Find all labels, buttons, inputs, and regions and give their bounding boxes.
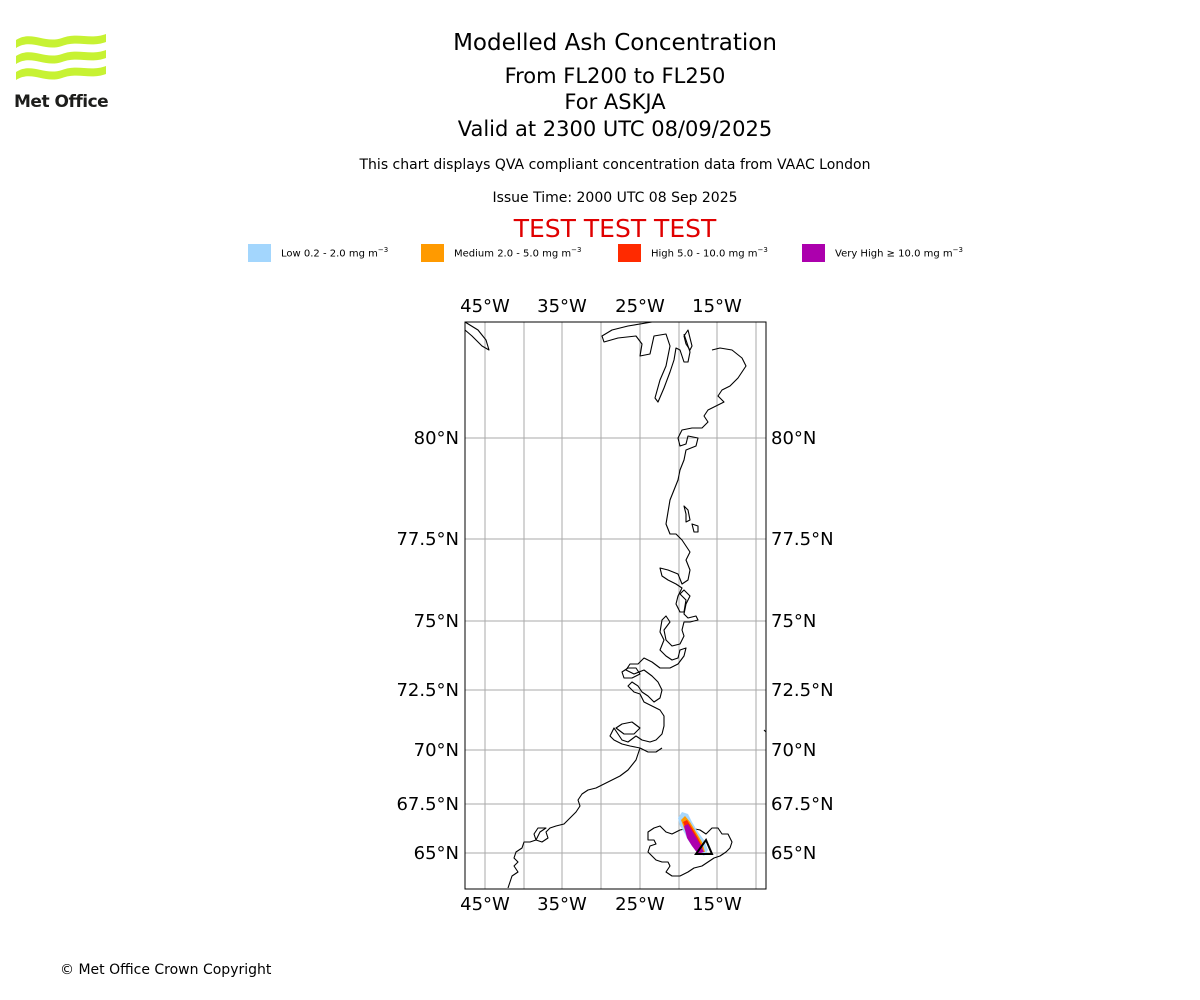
lon-label-bottom-45w: 45°W — [460, 894, 510, 915]
chart-title: Modelled Ash Concentration — [453, 30, 777, 56]
coastline-fjord-1 — [621, 667, 641, 679]
lon-labels-top: 45°W 35°W 25°W 15°W — [460, 296, 742, 317]
legend-item-high: High 5.0 - 10.0 mg m−3 — [618, 244, 768, 262]
lon-label-bottom-35w: 35°W — [537, 894, 587, 915]
lat-label-left-67-5n: 67.5°N — [396, 794, 459, 815]
legend-swatch-high — [618, 244, 641, 262]
lat-label-right-72-5n: 72.5°N — [771, 680, 834, 701]
lat-label-left-77-5n: 77.5°N — [396, 529, 459, 550]
coastlines — [464, 321, 767, 889]
volcano-name: For ASKJA — [564, 90, 666, 114]
test-banner: TEST TEST TEST — [513, 214, 717, 243]
legend-label-medium: Medium 2.0 - 5.0 mg m−3 — [454, 246, 582, 260]
legend-swatch-medium — [421, 244, 444, 262]
coastline-inlet-1 — [683, 329, 693, 351]
legend-label-high: High 5.0 - 10.0 mg m−3 — [651, 246, 768, 260]
lat-label-right-80n: 80°N — [771, 428, 816, 449]
lat-label-left-75n: 75°N — [414, 611, 459, 632]
coastline-inlet-3 — [691, 523, 699, 533]
valid-time: Valid at 2300 UTC 08/09/2025 — [457, 117, 773, 141]
lon-label-top-45w: 45°W — [460, 296, 510, 317]
flight-level-range: From FL200 to FL250 — [504, 64, 726, 88]
lat-label-left-70n: 70°N — [414, 740, 459, 761]
lon-label-top-35w: 35°W — [537, 296, 587, 317]
lat-label-left-65n: 65°N — [414, 843, 459, 864]
coastline-greenland-east — [609, 347, 747, 753]
lat-label-right-77-5n: 77.5°N — [771, 529, 834, 550]
issue-time: Issue Time: 2000 UTC 08 Sep 2025 — [492, 190, 738, 206]
lon-label-bottom-15w: 15°W — [692, 894, 742, 915]
legend-item-low: Low 0.2 - 2.0 mg m−3 — [248, 244, 388, 262]
lon-label-top-15w: 15°W — [692, 296, 742, 317]
coastline-greenland-north — [601, 321, 691, 403]
met-office-logo-text: Met Office — [14, 92, 109, 112]
lat-label-left-80n: 80°N — [414, 428, 459, 449]
lon-label-bottom-25w: 25°W — [615, 894, 665, 915]
legend-swatch-low — [248, 244, 271, 262]
volcano-marker-icon — [694, 837, 714, 855]
lat-labels-right: 80°N 77.5°N 75°N 72.5°N 70°N 67.5°N 65°N — [771, 428, 834, 864]
legend-item-very-high: Very High ≥ 10.0 mg m−3 — [802, 244, 963, 262]
map-gridlines — [465, 322, 766, 889]
lat-labels-left: 80°N 77.5°N 75°N 72.5°N 70°N 67.5°N 65°N — [396, 428, 459, 864]
compliance-note: This chart displays QVA compliant concen… — [359, 157, 871, 173]
lon-label-top-25w: 25°W — [615, 296, 665, 317]
coastline-fjord-2 — [615, 721, 641, 735]
legend-label-very-high: Very High ≥ 10.0 mg m−3 — [835, 246, 963, 260]
legend-swatch-very-high — [802, 244, 825, 262]
met-office-logo-icon — [16, 34, 106, 80]
lat-label-right-70n: 70°N — [771, 740, 816, 761]
lat-label-left-72-5n: 72.5°N — [396, 680, 459, 701]
lat-label-right-75n: 75°N — [771, 611, 816, 632]
legend-label-low: Low 0.2 - 2.0 mg m−3 — [281, 246, 389, 260]
ash-plume — [678, 812, 708, 856]
lat-label-right-65n: 65°N — [771, 843, 816, 864]
map-frame — [464, 321, 767, 890]
coastline-inlet-2 — [683, 505, 691, 523]
lon-labels-bottom: 45°W 35°W 25°W 15°W — [460, 894, 742, 915]
coastline-greenland-southeast — [507, 747, 641, 889]
ash-concentration-map: 45°W 35°W 25°W 15°W 45°W 35°W 25°W 15°W … — [396, 296, 834, 915]
coastline-greenland-northwest — [464, 321, 490, 351]
lat-label-right-67-5n: 67.5°N — [771, 794, 834, 815]
legend-item-medium: Medium 2.0 - 5.0 mg m−3 — [421, 244, 581, 262]
plume-very-high — [684, 824, 704, 854]
copyright-notice: © Met Office Crown Copyright — [60, 962, 272, 978]
